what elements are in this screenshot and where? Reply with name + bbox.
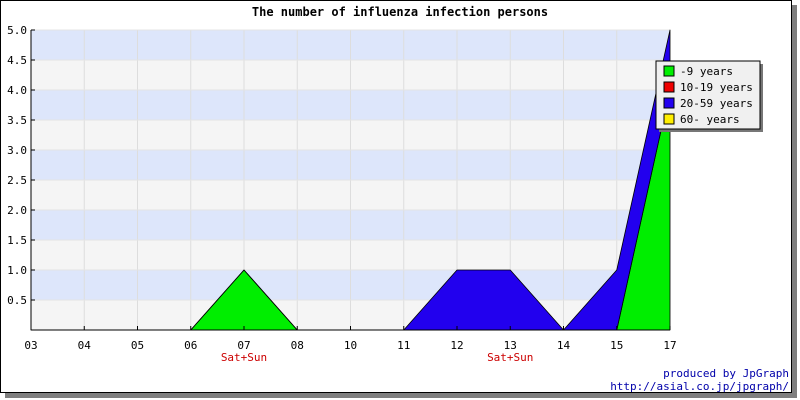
y-tick-label: 4.5 [7,54,27,67]
x-tick-label: 11 [397,339,410,352]
x-tick-label: 07 [237,339,250,352]
legend-label: 20-59 years [680,97,753,110]
chart-title: The number of influenza infection person… [252,5,548,19]
y-tick-label: 1.0 [7,264,27,277]
legend-label: -9 years [680,65,733,78]
weekend-label: Sat+Sun [221,351,267,364]
x-tick-label: 10 [344,339,357,352]
x-tick-label: 12 [450,339,463,352]
legend-swatch [663,65,675,77]
legend-label: 60- years [680,113,740,126]
credit-line-2: http://asial.co.jp/jpgraph/ [610,380,789,393]
x-tick-label: 14 [557,339,571,352]
x-tick-label: 08 [291,339,304,352]
frame-shadow-right [792,5,797,398]
x-tick-label: 04 [78,339,92,352]
credit-line-1: produced by JpGraph [663,367,789,380]
legend-label: 10-19 years [680,81,753,94]
y-tick-label: 3.5 [7,114,27,127]
y-tick-label: 2.0 [7,204,27,217]
x-tick-label: 17 [663,339,676,352]
y-tick-label: 0.5 [7,294,27,307]
series-area [30,29,671,331]
legend-swatch [663,81,675,93]
x-tick-label: 03 [24,339,37,352]
legend: -9 years 10-19 years 20-59 years 60- years [655,60,763,132]
frame-shadow-bottom [5,393,797,398]
x-tick-labels: 03 04 05 06 07 08 10 11 12 13 14 15 17 [24,339,676,352]
axes [30,29,671,331]
legend-swatch [663,97,675,109]
y-tick-label: 2.5 [7,174,27,187]
x-tick-label: 06 [184,339,197,352]
y-tick-labels: 0.5 1.0 1.5 2.0 2.5 3.0 3.5 4.0 4.5 5.0 [7,24,27,307]
weekend-label: Sat+Sun [487,351,533,364]
y-tick-label: 1.5 [7,234,27,247]
weekend-markers: Sat+Sun Sat+Sun [221,351,534,364]
x-tick-label: 13 [504,339,517,352]
y-tick-label: 4.0 [7,84,27,97]
y-tick-label: 3.0 [7,144,27,157]
legend-swatch [663,113,675,125]
y-tick-label: 5.0 [7,24,27,37]
x-tick-label: 15 [610,339,623,352]
x-tick-label: 05 [131,339,144,352]
